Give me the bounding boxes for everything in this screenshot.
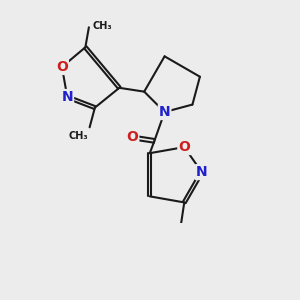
Text: O: O bbox=[56, 60, 68, 74]
Text: N: N bbox=[159, 105, 170, 119]
Text: N: N bbox=[61, 90, 73, 104]
Text: O: O bbox=[126, 130, 138, 145]
Text: CH₃: CH₃ bbox=[68, 131, 88, 141]
Text: CH₃: CH₃ bbox=[92, 21, 112, 31]
Text: O: O bbox=[178, 140, 190, 154]
Text: N: N bbox=[196, 165, 208, 179]
